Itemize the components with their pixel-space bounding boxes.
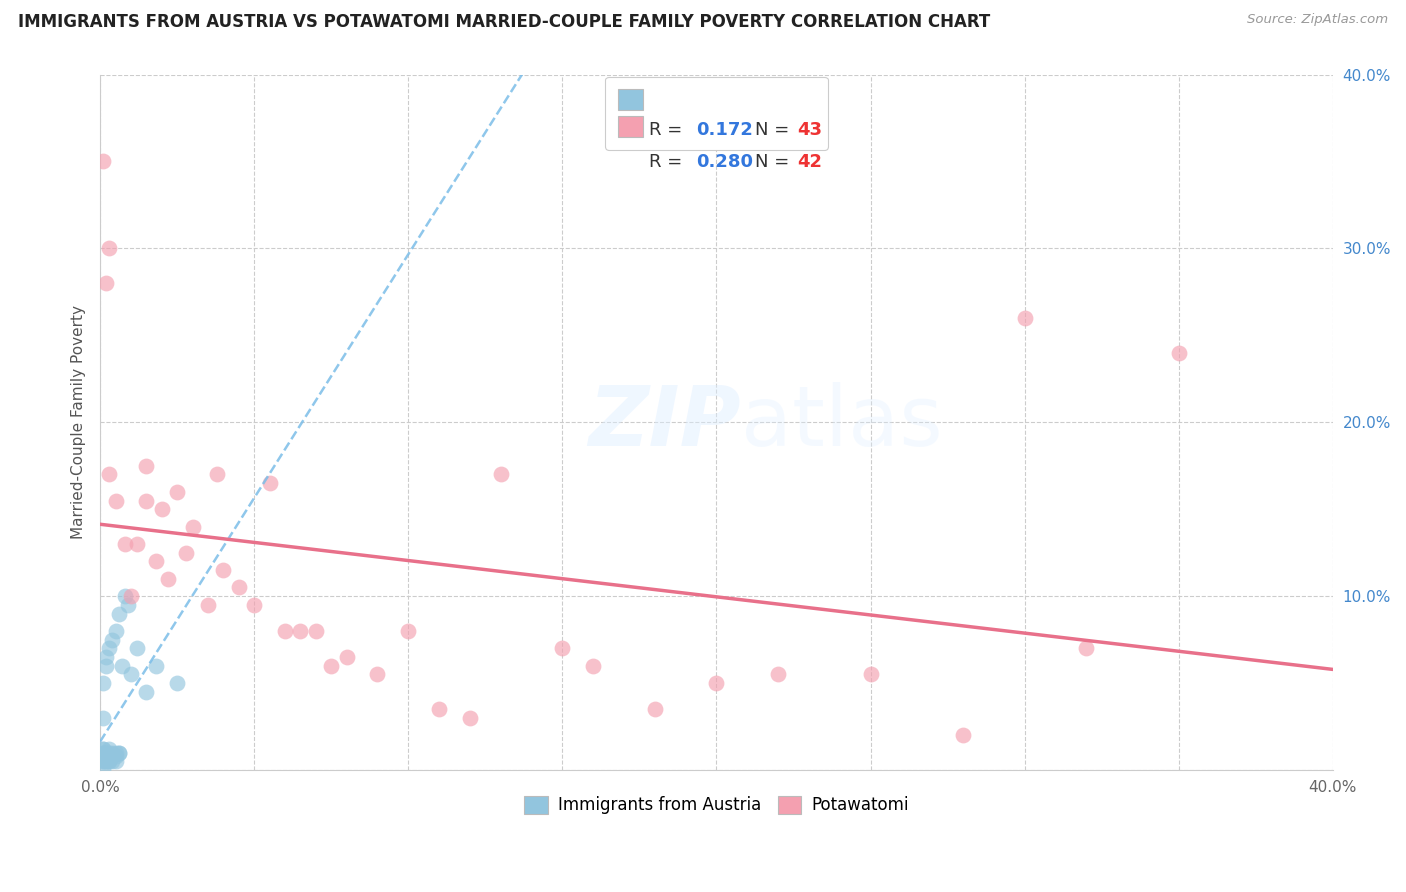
Point — [98, 241, 121, 255]
Point — [582, 658, 605, 673]
Point — [114, 589, 136, 603]
Point — [98, 641, 121, 656]
Point — [952, 728, 974, 742]
Point — [96, 650, 118, 665]
Point — [458, 711, 481, 725]
Point — [91, 754, 114, 768]
Legend: Immigrants from Austria, Potawatomi: Immigrants from Austria, Potawatomi — [515, 786, 918, 824]
Y-axis label: Married-Couple Family Poverty: Married-Couple Family Poverty — [72, 305, 86, 540]
Point — [1076, 641, 1098, 656]
Point — [207, 467, 229, 482]
Point — [644, 702, 666, 716]
Point — [91, 746, 114, 760]
Point — [135, 458, 157, 473]
Text: N =: N = — [755, 153, 794, 171]
Point — [114, 537, 136, 551]
Point — [98, 742, 121, 756]
Point — [91, 742, 114, 756]
Point — [135, 493, 157, 508]
Point — [96, 749, 118, 764]
Text: IMMIGRANTS FROM AUSTRIA VS POTAWATOMI MARRIED-COUPLE FAMILY POVERTY CORRELATION : IMMIGRANTS FROM AUSTRIA VS POTAWATOMI MA… — [18, 13, 991, 31]
Point — [156, 572, 179, 586]
Text: atlas: atlas — [741, 382, 943, 463]
Point — [117, 598, 139, 612]
Point — [107, 746, 129, 760]
Text: 42: 42 — [797, 153, 823, 171]
Point — [101, 754, 124, 768]
Point — [1014, 310, 1036, 325]
Point — [427, 702, 450, 716]
Point — [489, 467, 512, 482]
Point — [1167, 345, 1189, 359]
Point — [91, 711, 114, 725]
Point — [104, 749, 127, 764]
Text: 0.172: 0.172 — [696, 120, 752, 139]
Text: ZIP: ZIP — [589, 382, 741, 463]
Point — [111, 658, 134, 673]
Point — [101, 749, 124, 764]
Point — [859, 667, 882, 681]
Point — [96, 276, 118, 290]
Point — [176, 546, 198, 560]
Point — [145, 554, 167, 568]
Point — [305, 624, 328, 638]
Text: N =: N = — [755, 120, 794, 139]
Point — [120, 589, 142, 603]
Point — [127, 641, 149, 656]
Point — [107, 746, 129, 760]
Point — [104, 746, 127, 760]
Point — [104, 624, 127, 638]
Point — [104, 493, 127, 508]
Point — [181, 519, 204, 533]
Point — [366, 667, 388, 681]
Point — [135, 685, 157, 699]
Point — [212, 563, 235, 577]
Point — [127, 537, 149, 551]
Point — [91, 154, 114, 169]
Point — [96, 754, 118, 768]
Point — [96, 658, 118, 673]
Point — [243, 598, 266, 612]
Point — [91, 763, 114, 777]
Point — [104, 754, 127, 768]
Point — [101, 746, 124, 760]
Point — [91, 742, 114, 756]
Point — [91, 749, 114, 764]
Point — [321, 658, 343, 673]
Point — [98, 749, 121, 764]
Text: Source: ZipAtlas.com: Source: ZipAtlas.com — [1247, 13, 1388, 27]
Point — [145, 658, 167, 673]
Point — [101, 632, 124, 647]
Point — [96, 754, 118, 768]
Point — [228, 581, 250, 595]
Point — [706, 676, 728, 690]
Point — [91, 754, 114, 768]
Point — [96, 746, 118, 760]
Point — [120, 667, 142, 681]
Point — [336, 650, 359, 665]
Point — [766, 667, 789, 681]
Text: R =: R = — [650, 120, 689, 139]
Point — [150, 502, 173, 516]
Point — [91, 746, 114, 760]
Point — [396, 624, 419, 638]
Point — [98, 754, 121, 768]
Text: 43: 43 — [797, 120, 823, 139]
Point — [274, 624, 297, 638]
Point — [551, 641, 574, 656]
Point — [259, 476, 281, 491]
Point — [166, 484, 188, 499]
Point — [166, 676, 188, 690]
Point — [98, 467, 121, 482]
Text: R =: R = — [650, 153, 689, 171]
Text: 0.280: 0.280 — [696, 153, 752, 171]
Point — [98, 754, 121, 768]
Point — [107, 607, 129, 621]
Point — [96, 749, 118, 764]
Point — [98, 746, 121, 760]
Point — [91, 676, 114, 690]
Point — [197, 598, 219, 612]
Point — [96, 746, 118, 760]
Point — [290, 624, 312, 638]
